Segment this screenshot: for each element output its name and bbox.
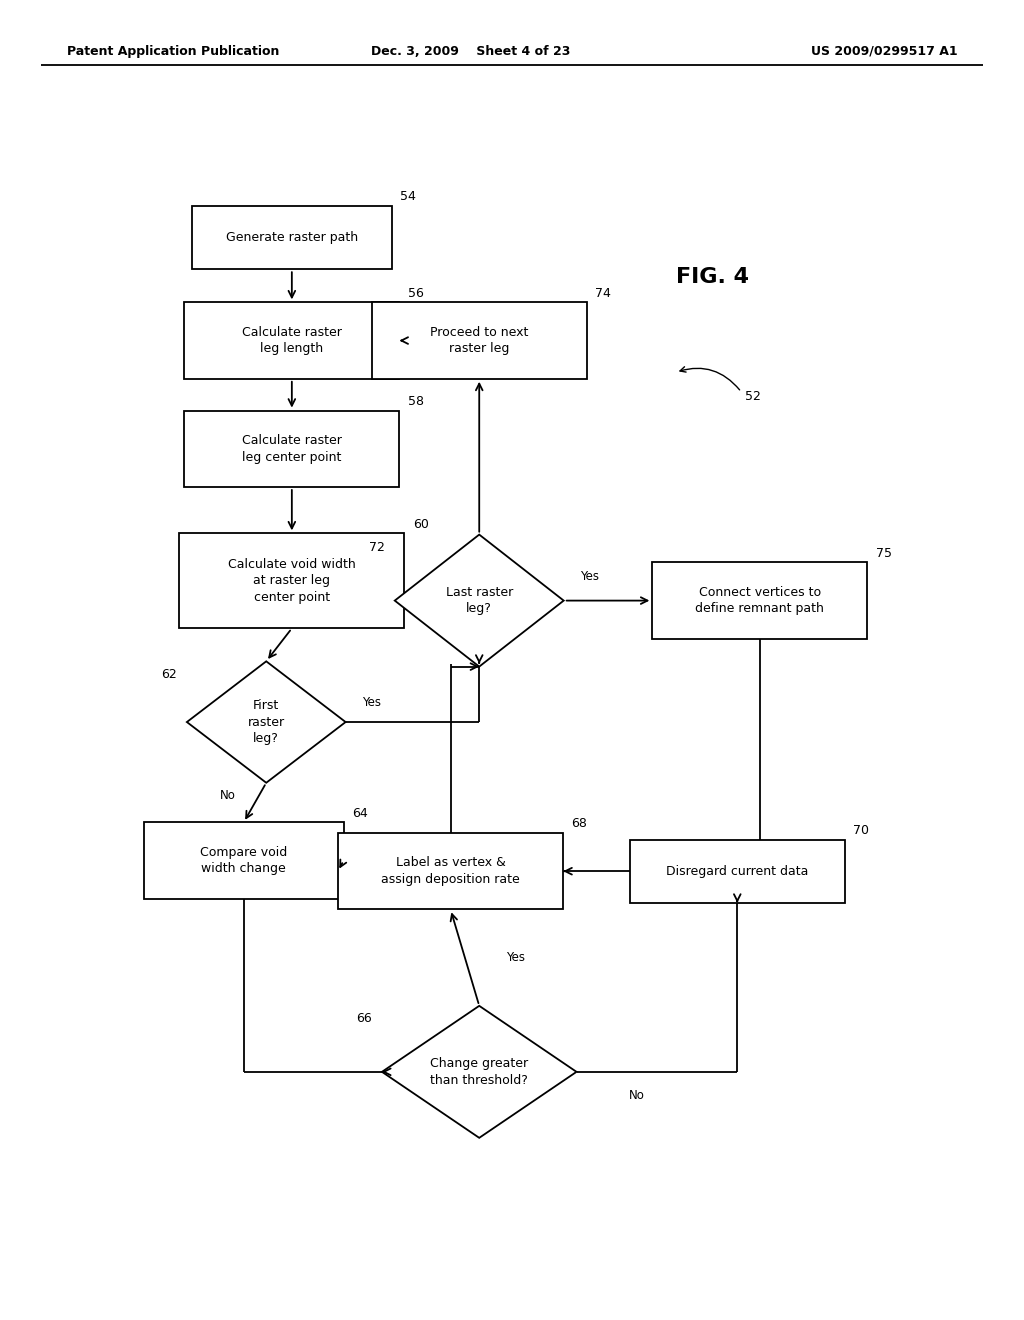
Text: 72: 72 [369,541,385,554]
Text: 64: 64 [352,807,368,820]
Polygon shape [186,661,346,783]
FancyBboxPatch shape [179,533,404,628]
Text: 74: 74 [595,286,611,300]
Text: Yes: Yes [506,952,524,964]
Text: Change greater
than threshold?: Change greater than threshold? [430,1057,528,1086]
Text: Proceed to next
raster leg: Proceed to next raster leg [430,326,528,355]
Polygon shape [395,535,563,667]
FancyBboxPatch shape [191,206,391,269]
FancyBboxPatch shape [652,562,867,639]
Text: No: No [629,1089,644,1102]
Text: Label as vertex &
assign deposition rate: Label as vertex & assign deposition rate [381,857,520,886]
Text: US 2009/0299517 A1: US 2009/0299517 A1 [811,45,957,58]
Polygon shape [382,1006,577,1138]
Text: 52: 52 [745,389,762,403]
Text: No: No [219,789,236,803]
Text: Last raster
leg?: Last raster leg? [445,586,513,615]
Text: 56: 56 [408,286,424,300]
Text: 58: 58 [408,395,424,408]
Text: Calculate raster
leg center point: Calculate raster leg center point [242,434,342,463]
Text: 62: 62 [161,668,176,681]
Text: 68: 68 [571,817,588,830]
FancyBboxPatch shape [630,840,845,903]
Text: 60: 60 [413,517,429,531]
Text: Dec. 3, 2009    Sheet 4 of 23: Dec. 3, 2009 Sheet 4 of 23 [372,45,570,58]
Text: Calculate raster
leg length: Calculate raster leg length [242,326,342,355]
Text: 75: 75 [876,546,892,560]
Text: 70: 70 [853,824,869,837]
Text: Disregard current data: Disregard current data [666,865,809,878]
Text: First
raster
leg?: First raster leg? [248,700,285,744]
FancyBboxPatch shape [143,822,344,899]
Text: Generate raster path: Generate raster path [225,231,358,244]
Text: 66: 66 [356,1012,372,1026]
Text: Patent Application Publication: Patent Application Publication [67,45,279,58]
Text: Yes: Yes [361,696,381,709]
Text: Calculate void width
at raster leg
center point: Calculate void width at raster leg cente… [228,558,355,603]
Text: Yes: Yes [580,570,599,583]
FancyBboxPatch shape [338,833,563,909]
FancyBboxPatch shape [184,302,399,379]
Text: FIG. 4: FIG. 4 [676,267,749,288]
FancyBboxPatch shape [184,411,399,487]
Text: Compare void
width change: Compare void width change [200,846,288,875]
Text: Connect vertices to
define remnant path: Connect vertices to define remnant path [695,586,824,615]
FancyBboxPatch shape [372,302,587,379]
Text: 54: 54 [399,190,416,203]
